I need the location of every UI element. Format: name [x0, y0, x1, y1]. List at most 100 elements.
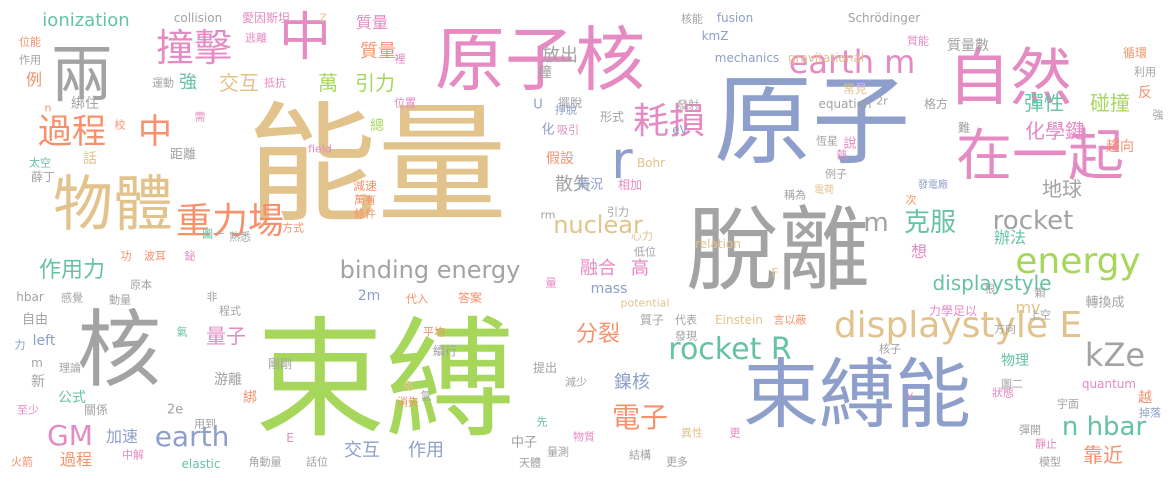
word: Bohr — [636, 156, 666, 170]
word: 萬 — [318, 71, 338, 95]
word: 氫 — [420, 389, 432, 403]
word: 言以蔽 — [773, 313, 807, 327]
word: F — [771, 266, 779, 280]
word: 形式 — [599, 110, 625, 124]
word: 先 — [536, 415, 548, 429]
word: 顆 — [1034, 286, 1046, 300]
word: 綁 — [243, 390, 257, 406]
word: 電子 — [611, 401, 669, 434]
word: 引力 — [607, 205, 629, 219]
word: U — [533, 97, 543, 113]
word: 非 — [206, 290, 218, 304]
word: 愛因斯坦 — [241, 11, 291, 25]
word: 化學鍵 — [1025, 119, 1085, 143]
word: rocket — [992, 206, 1074, 236]
word: 束縛能 — [743, 350, 971, 439]
word: 鎳核 — [614, 372, 650, 393]
word: 情況 — [576, 177, 604, 193]
word: 宇面 — [1057, 397, 1079, 411]
word: 量測 — [547, 445, 569, 459]
word: 質量 — [360, 41, 396, 62]
word: 圖一 — [202, 227, 224, 241]
word: 平均 — [423, 325, 445, 339]
word: field — [308, 142, 332, 156]
word: 抵抗 — [264, 76, 286, 90]
word: 撞擊 — [155, 26, 233, 70]
word: 物體 — [53, 170, 173, 240]
word: 話 — [83, 151, 97, 167]
word: relation — [695, 237, 741, 251]
word: 中 — [278, 8, 332, 68]
word: 動量 — [109, 293, 131, 307]
word: 核 — [76, 301, 162, 399]
word: 方向 — [994, 322, 1016, 336]
word: kmZ — [701, 29, 729, 43]
word: 越 — [1138, 390, 1152, 406]
word: 撞 — [538, 65, 552, 81]
word: 稱為 — [784, 188, 806, 202]
word: 彈性 — [1024, 91, 1064, 115]
word: 天體 — [519, 456, 541, 470]
word: 放出 — [542, 45, 578, 66]
word: mass — [590, 281, 628, 297]
word: displaystyle — [932, 271, 1052, 295]
word: 掉落 — [1139, 406, 1161, 420]
word: binding energy — [339, 256, 521, 284]
word: 熟悉 — [229, 230, 251, 244]
word: 重力場 — [175, 201, 285, 242]
word: 答案 — [457, 291, 483, 305]
word: 火箭 — [11, 455, 33, 469]
word: 運動 — [152, 76, 174, 90]
word: 游離 — [214, 372, 242, 388]
word: 距離 — [169, 147, 197, 163]
word: r — [611, 131, 633, 191]
word: 靜止 — [1035, 437, 1057, 451]
word: Z — [319, 11, 327, 25]
word: 更 — [729, 426, 741, 440]
word: 循環 — [1122, 46, 1148, 60]
word: 物質 — [573, 430, 595, 444]
word: 圖二 — [1001, 377, 1023, 391]
word: 引力 — [355, 71, 395, 95]
word: 功 — [120, 249, 132, 263]
word: 彈開 — [1019, 423, 1041, 437]
word: 質量 — [355, 13, 389, 32]
word: 說 — [843, 136, 857, 152]
word: 難 — [957, 121, 971, 135]
word: elastic — [181, 457, 221, 471]
word: 趨向 — [1106, 139, 1134, 155]
word: 束縛 — [254, 304, 516, 456]
word: 格方 — [923, 97, 949, 111]
word: 結構 — [629, 448, 651, 462]
word: 總 — [370, 118, 384, 134]
word: 利用 — [1134, 65, 1156, 79]
word: m — [863, 208, 889, 238]
word: 吸引 — [557, 123, 579, 137]
word: v — [906, 388, 914, 402]
word: Schrödinger — [847, 11, 921, 25]
word: hbar — [16, 290, 44, 304]
word: m — [31, 356, 43, 370]
word: 假設 — [546, 151, 574, 167]
word: 逃離 — [245, 31, 267, 45]
word: 過程 — [38, 112, 106, 152]
word: 2r — [876, 94, 888, 108]
word: 代表 — [675, 313, 697, 327]
word: mv — [1015, 298, 1041, 317]
word: 關係 — [83, 403, 109, 417]
word: 地球 — [1042, 177, 1082, 201]
word: 剛剛 — [267, 357, 293, 371]
word: 異性 — [681, 426, 703, 440]
word: 上空 — [1029, 308, 1051, 322]
word: 自由 — [21, 312, 49, 328]
word: 位置 — [394, 96, 416, 110]
word: 減少 — [565, 375, 587, 389]
word: 條件 — [354, 207, 376, 221]
word: 作用力 — [38, 258, 106, 283]
word: quantum — [1081, 377, 1137, 391]
word: 量子 — [206, 324, 246, 348]
word: E — [286, 431, 294, 445]
word: 核子 — [879, 342, 901, 356]
word: 電荷 — [814, 185, 834, 196]
